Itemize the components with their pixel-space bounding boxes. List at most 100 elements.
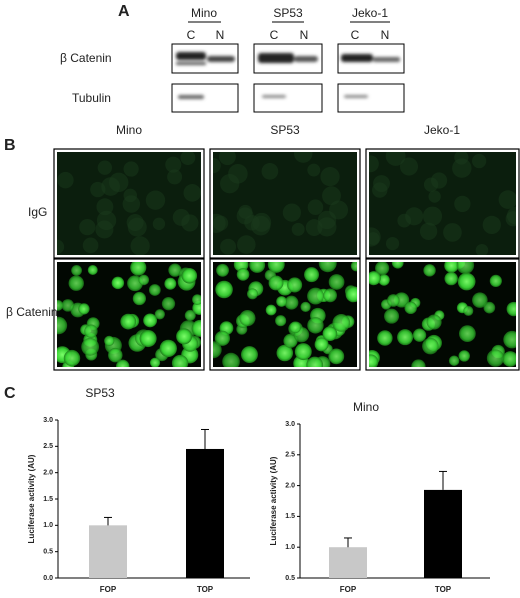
cell (57, 300, 64, 311)
band (258, 53, 294, 63)
cell (261, 162, 279, 180)
cell (498, 190, 516, 209)
cell (486, 349, 505, 367)
bar-chart: Mino Luciferase activity (AU) 0.5 1.0 1.5 2.0… (269, 400, 490, 594)
cell (345, 286, 357, 303)
cell (328, 348, 345, 365)
cell (375, 262, 390, 276)
cell (239, 310, 256, 327)
cell (120, 313, 137, 330)
y-axis-label: Luciferase activity (AU) (27, 454, 36, 543)
cell (458, 350, 470, 362)
cell (456, 262, 475, 275)
band (176, 62, 206, 65)
chart-title: Mino (353, 400, 379, 414)
image-frame (365, 148, 520, 259)
cell (79, 218, 96, 236)
cell (96, 210, 117, 231)
band (344, 95, 368, 98)
y-tick-label: 0.0 (43, 575, 53, 582)
y-tick-label: 1.0 (285, 544, 295, 551)
cell (399, 157, 419, 176)
image-frame (365, 258, 520, 371)
blot-headers: Mino SP53 Jeko-1 C N C N C N (187, 6, 390, 42)
lane-label: C (351, 28, 360, 42)
cell (284, 295, 299, 310)
cell (61, 299, 75, 312)
cell (63, 349, 81, 367)
micrograph (209, 258, 361, 371)
cell (213, 341, 222, 359)
cell (323, 288, 337, 303)
column-header: Mino (116, 123, 142, 137)
cell (304, 267, 320, 283)
column-header: Jeko-1 (424, 123, 460, 137)
cell (143, 313, 158, 328)
cell (300, 301, 311, 313)
cell (236, 268, 250, 281)
cell (350, 262, 357, 272)
cell (172, 208, 190, 226)
cell (216, 263, 229, 277)
y-tick-label: 0.5 (285, 575, 295, 582)
cell (138, 274, 150, 286)
image-frame (209, 148, 361, 259)
cell (322, 186, 341, 206)
cell (123, 161, 139, 177)
cell (454, 195, 471, 213)
cell (139, 330, 157, 348)
cell (411, 359, 426, 367)
cell (423, 264, 436, 277)
cell (236, 207, 254, 225)
cell (307, 163, 321, 177)
column-header: Jeko-1 (352, 6, 388, 20)
bar (329, 547, 367, 578)
cell (246, 288, 258, 300)
panel-label: B (4, 137, 16, 154)
cell (145, 190, 166, 210)
cell (213, 157, 221, 174)
cell (168, 263, 182, 277)
error-bar (104, 516, 112, 526)
cell (378, 274, 390, 286)
error-bar (439, 470, 447, 490)
cell (397, 329, 414, 346)
chart-title: SP53 (85, 386, 115, 400)
cell (452, 158, 472, 178)
cell (426, 314, 442, 330)
cells (57, 152, 201, 255)
cell (152, 217, 166, 231)
image-frame (53, 148, 205, 259)
cell (391, 262, 404, 269)
lane-label: C (270, 28, 279, 42)
cells (369, 152, 516, 255)
cell (419, 222, 438, 241)
band (262, 95, 286, 98)
cell (369, 227, 381, 247)
y-tick-label: 3.0 (285, 421, 295, 428)
cell (444, 271, 458, 286)
cell (291, 222, 305, 236)
cell (328, 274, 345, 290)
charts: SP53 Luciferase activity (AU) 0.0 0.5 1.0 1.5… (27, 386, 490, 594)
band (178, 95, 204, 99)
cell (320, 167, 340, 187)
cell (283, 333, 298, 348)
cell (369, 354, 379, 367)
cell (444, 262, 459, 273)
micrographs (53, 148, 520, 371)
cell (289, 321, 302, 334)
cells (213, 152, 349, 255)
cell (218, 152, 236, 166)
x-tick-label: TOP (197, 585, 214, 594)
cell (87, 264, 98, 275)
y-tick-label: 2.0 (285, 482, 295, 489)
panel-label: A (118, 3, 130, 20)
cell (268, 275, 284, 291)
y-tick-label: 0.5 (43, 549, 53, 556)
cell (369, 155, 379, 173)
cell (57, 316, 68, 335)
cell (213, 215, 229, 231)
bar (424, 489, 462, 578)
band (341, 54, 373, 62)
